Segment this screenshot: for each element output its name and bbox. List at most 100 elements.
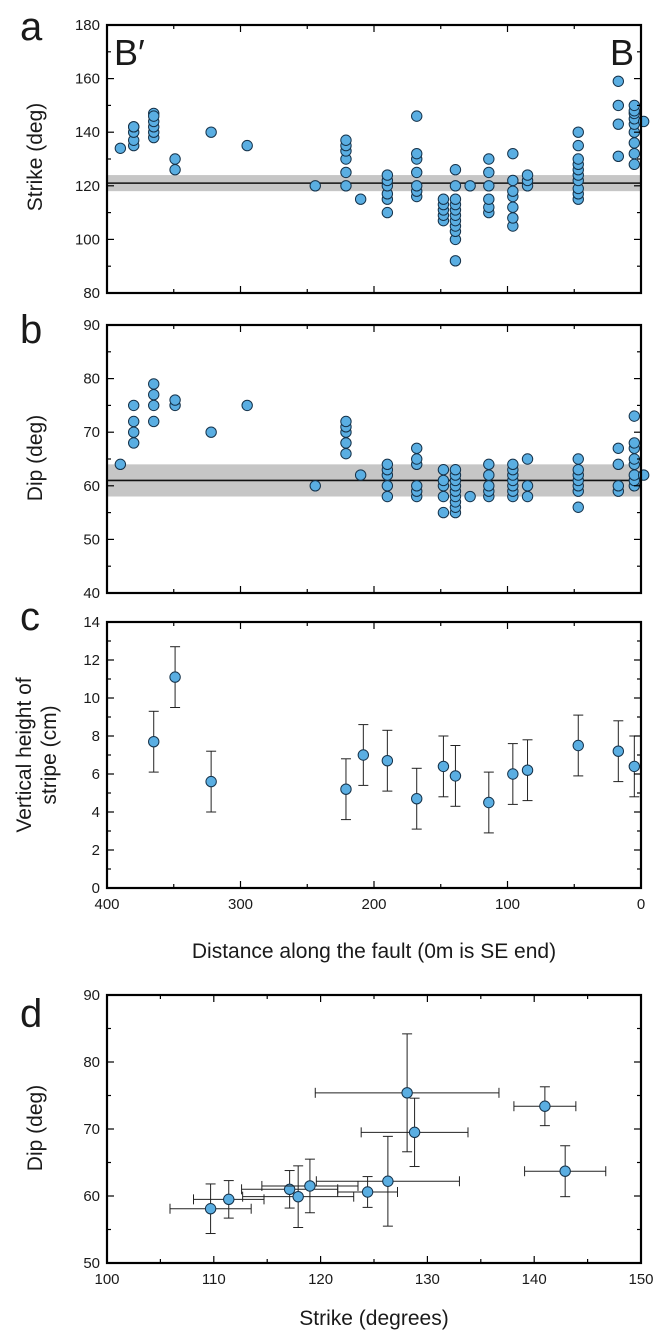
panel-a-y-tick-label: 80 [83,285,100,302]
panel-a-reference-band-layer [107,175,641,192]
panel-c-data-point [507,768,519,780]
panel-d-y-axis-label: Dip (deg) [24,1085,47,1171]
panel-c-data-point [357,749,370,761]
panel-b-data-point [340,447,352,460]
panel-a-y-tick-label: 140 [75,124,100,141]
panel-d-data-point [283,1183,296,1196]
panel-b-points-layer [114,378,650,519]
panel-b-data-point [572,453,584,465]
panel-c-data-point [169,671,181,683]
panel-a-data-point [507,212,519,224]
panel-c-y-axis-label-line-2: stripe (cm) [38,705,61,804]
panel-a-data-point [507,201,519,213]
panel-c-y-tick-label: 12 [83,652,100,669]
panel-b-data-point [521,453,534,465]
panel-c-ticks-layer: 0 2 4 6 8 10 12 14 400 300 200 100 0 [83,614,645,913]
panel-a-data-point [128,121,140,133]
panel-d-letter: d [20,992,42,1036]
panel-d-x-axis-label: Strike (degrees) [299,1307,448,1330]
panel-c-data-point [521,764,534,776]
panel-a-data-point [437,193,450,205]
panel-c-x-axis-label: Distance along the fault (0m is SE end) [192,940,556,963]
panel-b-data-point [437,506,450,519]
panel-b-data-point [521,480,534,492]
panel-d-data-point [382,1175,394,1187]
panel-c-data-point [572,739,584,752]
panel-d-data-point [539,1100,551,1112]
panel-b-data-point [205,426,217,438]
panel-b-data-point [628,469,641,481]
panel-c-x-tick-label: 100 [495,896,520,913]
panel-b-data-point [464,490,476,503]
panel-d-y-tick-label: 60 [83,1188,100,1205]
panel-a-y-tick-label: 100 [75,231,100,248]
panel-a-ticks-layer: 80 100 120 140 160 180 [75,17,642,302]
panel-c-y-tick-label: 2 [92,842,100,859]
panel-a-data-point [205,126,217,138]
panel-a-data-point [483,193,495,205]
panel-b-data-point [507,458,519,471]
panel-a-data-point [612,99,625,112]
panel-c-data-point [612,745,625,757]
panel-c-y-tick-label: 10 [83,690,100,707]
panel-d-y-tick-label: 80 [83,1054,100,1071]
panel-a-data-point [612,150,625,163]
panel-a-data-point [381,169,394,181]
panel-a-corner-label-right: B [610,32,634,73]
panel-a-y-tick-label: 180 [75,17,100,34]
panel-b-y-tick-label: 50 [83,531,100,548]
panel-a-data-point [449,193,462,205]
panel-a-y-tick-label: 160 [75,71,100,88]
panel-b-data-point [483,469,495,481]
panel-c-stripe-height-vs-distance: c Vertical height of stripe (cm) 0 2 4 6 8 10… [13,595,645,963]
panel-a-data-point [449,164,462,176]
panel-c-data-point [628,760,641,773]
panel-b-reference-band-layer [107,464,641,497]
panel-b-data-point [572,501,584,513]
panel-d-y-tick-label: 90 [83,987,100,1004]
panel-b-data-point [309,480,321,492]
panel-b-data-point [437,474,450,487]
panel-b-data-point [572,464,584,476]
panel-b-y-tick-label: 90 [83,317,100,334]
panel-b-data-point [449,464,462,476]
panel-c-y-tick-label: 4 [92,804,100,821]
panel-c-data-point [205,775,217,788]
panel-b-frame [105,323,643,595]
panel-a-data-point [572,153,584,165]
panel-c-y-tick-label: 8 [92,728,100,745]
panel-b-y-tick-label: 70 [83,424,100,441]
panel-b-data-point [483,480,495,492]
panel-c-data-point [148,736,160,748]
panel-a-data-point [612,118,625,130]
panel-b-data-point [483,458,495,471]
panel-b-data-point [437,464,450,476]
panel-a-data-point [572,126,584,138]
panel-b-data-point [128,437,140,449]
panel-d-ticks-layer: 50 60 70 80 90 100 110 120 130 140 150 [83,987,653,1288]
panel-d-data-point [223,1193,235,1206]
panel-b-data-point [148,415,160,428]
panel-b-data-point [628,437,641,449]
panel-a-data-point [411,147,423,160]
panel-d-data-point [559,1165,571,1177]
panel-d-data-point [204,1203,217,1215]
panel-d-data-point [401,1087,413,1099]
panel-a-data-point [507,147,519,160]
panel-a-data-point [340,180,352,192]
panel-b-data-point [354,469,367,481]
panel-a-data-point [411,166,423,179]
panel-a-data-point [169,153,181,165]
panel-d-data-point [304,1180,316,1192]
panel-d-data-point [361,1186,374,1198]
panel-b-data-point [128,415,140,428]
panel-c-x-tick-label: 0 [637,896,645,913]
panel-b-data-point [612,442,625,454]
panel-d-data-point [408,1126,421,1139]
panel-a-strike-vs-distance: a Strike (deg) 80 100 120 140 160 180 B′ B [20,5,650,302]
panel-b-ticks-layer: 40 50 60 70 80 90 [83,317,642,602]
panel-d-x-tick-label: 150 [628,1271,653,1288]
panel-b-data-point [437,490,450,503]
panel-b-data-point [612,458,625,471]
